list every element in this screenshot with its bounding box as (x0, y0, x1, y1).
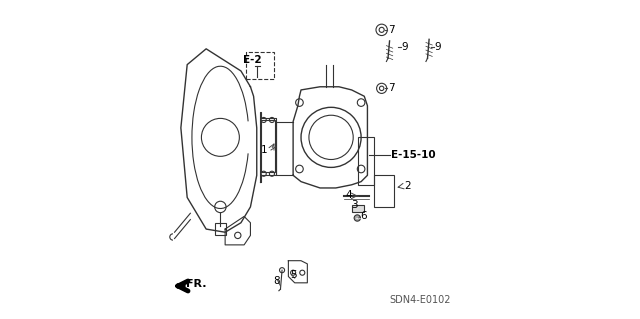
Text: 7: 7 (388, 25, 395, 35)
Bar (215, 223, 226, 235)
Text: E-2: E-2 (243, 55, 262, 65)
Text: 5: 5 (290, 270, 296, 280)
Text: 3: 3 (351, 200, 358, 210)
Text: 2: 2 (404, 182, 410, 191)
Bar (374, 175, 394, 207)
Bar (246, 52, 274, 79)
Text: 9: 9 (435, 42, 441, 52)
Text: 6: 6 (360, 211, 367, 221)
Text: 9: 9 (401, 42, 408, 52)
Text: 4: 4 (345, 190, 351, 200)
Text: FR.: FR. (186, 279, 206, 289)
Text: SDN4-E0102: SDN4-E0102 (390, 295, 451, 305)
Text: 8: 8 (273, 276, 280, 286)
Bar (262, 120, 275, 172)
Bar (351, 205, 364, 212)
Text: 1: 1 (261, 145, 268, 155)
Circle shape (354, 215, 360, 221)
Bar (358, 137, 374, 185)
Text: 7: 7 (388, 83, 395, 93)
Text: E-15-10: E-15-10 (391, 150, 436, 160)
